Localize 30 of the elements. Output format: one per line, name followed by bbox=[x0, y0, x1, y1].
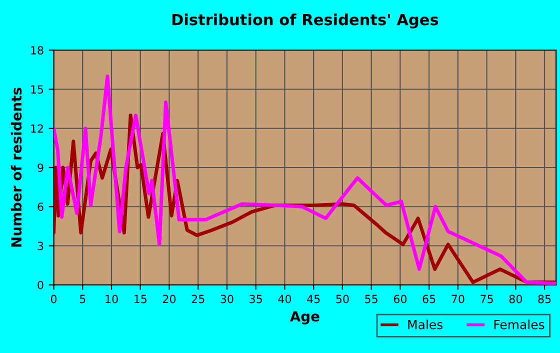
legend-label: Males bbox=[408, 320, 443, 330]
x-tick-label: 80 bbox=[509, 294, 522, 304]
x-tick-label: 25 bbox=[192, 294, 204, 304]
x-tick-label: 0 bbox=[50, 294, 57, 304]
x-tick-label: 50 bbox=[336, 294, 349, 304]
x-tick-label: 45 bbox=[307, 294, 320, 304]
y-tick-label: 15 bbox=[31, 85, 44, 94]
y-tick-label: 3 bbox=[38, 242, 44, 250]
x-tick-label: 70 bbox=[452, 294, 464, 304]
x-tick-label: 15 bbox=[134, 294, 146, 304]
x-axis-title: Age bbox=[290, 311, 320, 324]
y-tick-label: 6 bbox=[38, 202, 44, 211]
x-tick-label: 55 bbox=[365, 294, 378, 304]
x-tick-label: 60 bbox=[394, 294, 407, 304]
x-tick-label: 35 bbox=[250, 294, 262, 304]
x-tick-label: 10 bbox=[106, 294, 118, 304]
x-tick-label: 75 bbox=[480, 294, 493, 304]
x-tick-label: 65 bbox=[422, 294, 436, 304]
y-tick-label: 0 bbox=[38, 280, 44, 290]
chart-title: Distribution of Residents' Ages bbox=[172, 14, 438, 28]
x-tick-label: 30 bbox=[220, 294, 234, 304]
x-tick-label: 20 bbox=[162, 294, 176, 304]
y-tick-label: 12 bbox=[31, 124, 43, 133]
legend-label: Females bbox=[494, 320, 544, 330]
x-tick-label: 40 bbox=[278, 294, 292, 304]
x-tick-label: 5 bbox=[80, 294, 86, 304]
y-axis-title: Number of residents bbox=[10, 88, 22, 247]
y-tick-label: 9 bbox=[38, 163, 44, 172]
x-tick-label: 85 bbox=[538, 294, 551, 304]
y-tick-label: 18 bbox=[31, 46, 44, 55]
